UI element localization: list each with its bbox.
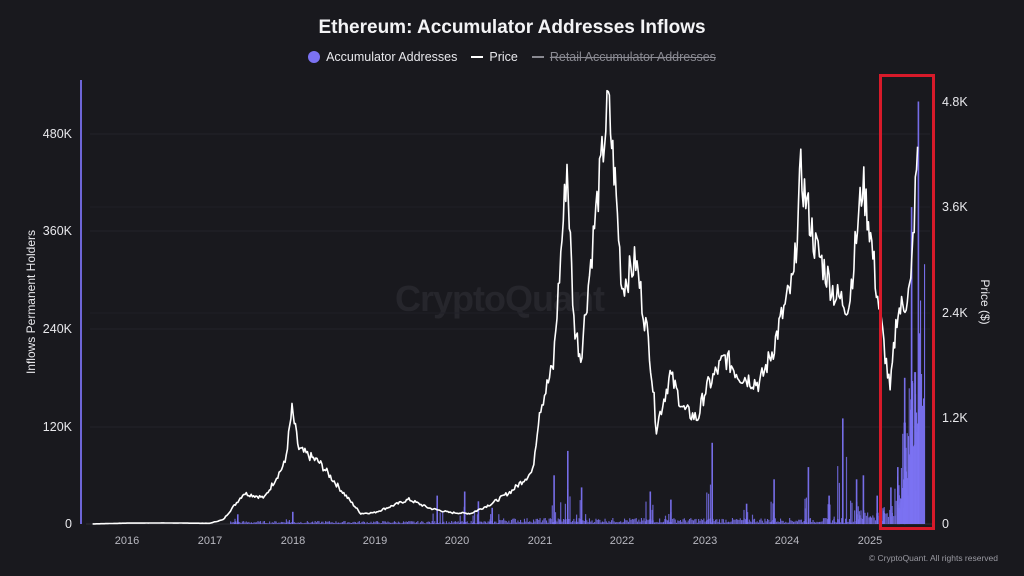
legend-label: Price xyxy=(489,50,518,64)
x-tick: 2019 xyxy=(362,535,388,547)
legend-label: Retail Accumulator Addresses xyxy=(549,50,716,64)
x-tick: 2025 xyxy=(857,535,883,547)
x-tick: 2022 xyxy=(609,535,635,547)
right-tick: 1.2K xyxy=(942,411,968,425)
line-marker-icon xyxy=(531,56,544,58)
chart-legend: Accumulator Addresses Price Retail Accum… xyxy=(0,50,1024,64)
x-tick: 2020 xyxy=(444,535,470,547)
price-line xyxy=(92,89,919,525)
left-tick: 120K xyxy=(42,420,72,434)
accumulator-bars xyxy=(230,101,926,525)
right-tick: 0 xyxy=(942,517,949,531)
watermark: CryptoQuant xyxy=(395,278,605,319)
x-tick: 2018 xyxy=(280,535,306,547)
legend-item-accumulator-addresses[interactable]: Accumulator Addresses xyxy=(308,50,457,64)
copyright-notice: © CryptoQuant. All rights reserved xyxy=(868,553,998,563)
legend-label: Accumulator Addresses xyxy=(326,50,458,64)
circle-marker-icon xyxy=(308,51,321,63)
left-tick: 480K xyxy=(42,127,72,141)
left-tick: 240K xyxy=(42,322,72,336)
gridlines xyxy=(90,133,930,428)
highlight-box xyxy=(879,74,935,530)
right-tick: 2.4K xyxy=(942,306,968,320)
right-tick: 3.6K xyxy=(942,200,968,214)
legend-item-retail-accumulator-addresses[interactable]: Retail Accumulator Addresses xyxy=(531,50,716,64)
left-axis-title: Inflows Permanent Holders xyxy=(24,229,38,375)
left-tick: 0 xyxy=(65,517,72,531)
x-tick: 2021 xyxy=(527,535,553,547)
x-tick: 2023 xyxy=(692,535,718,547)
line-marker-icon xyxy=(471,56,484,58)
right-tick: 4.8K xyxy=(942,95,968,109)
x-tick: 2024 xyxy=(774,535,800,547)
x-tick: 2016 xyxy=(114,535,140,547)
right-axis-title: Price ($) xyxy=(978,279,992,325)
chart-title: Ethereum: Accumulator Addresses Inflows xyxy=(318,17,706,38)
x-tick: 2017 xyxy=(197,535,223,547)
legend-item-price[interactable]: Price xyxy=(471,50,518,64)
left-tick: 360K xyxy=(42,224,72,238)
